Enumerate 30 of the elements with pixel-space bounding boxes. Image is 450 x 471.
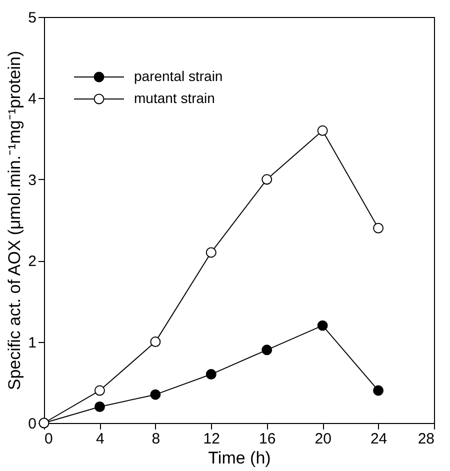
x-tick-label: 8 — [152, 430, 160, 448]
legend-label: parental strain — [134, 68, 223, 84]
point — [317, 320, 328, 331]
point — [373, 222, 384, 234]
legend-label: mutant strain — [134, 90, 215, 106]
y-tick-label: 2 — [28, 253, 36, 270]
point — [150, 389, 161, 400]
x-tick-label: 12 — [203, 430, 220, 448]
x-tick-label: 28 — [418, 430, 434, 448]
y-tick-label: 5 — [28, 10, 36, 26]
x-axis-title: Time (h) — [208, 448, 271, 468]
x-tick-label: 24 — [370, 430, 388, 448]
y-axis-title: Specific act. of AOX (μmol.min.⁻¹mg⁻¹protein) — [5, 50, 24, 390]
y-tick-label: 0 — [28, 416, 36, 432]
x-tick-label: 20 — [314, 430, 332, 448]
point — [206, 247, 216, 258]
point — [94, 402, 105, 412]
point — [150, 336, 161, 348]
point — [262, 344, 272, 356]
point — [94, 385, 105, 396]
x-tick-label: 16 — [259, 430, 276, 448]
point — [262, 174, 272, 185]
point — [206, 369, 216, 380]
point — [373, 385, 384, 396]
point — [317, 125, 328, 136]
y-tick-label: 3 — [28, 172, 36, 189]
x-tick-label: 4 — [96, 430, 104, 448]
x-tick-label: 0 — [44, 430, 53, 448]
y-tick-label: 4 — [28, 90, 36, 108]
y-tick-label: 1 — [28, 334, 36, 352]
